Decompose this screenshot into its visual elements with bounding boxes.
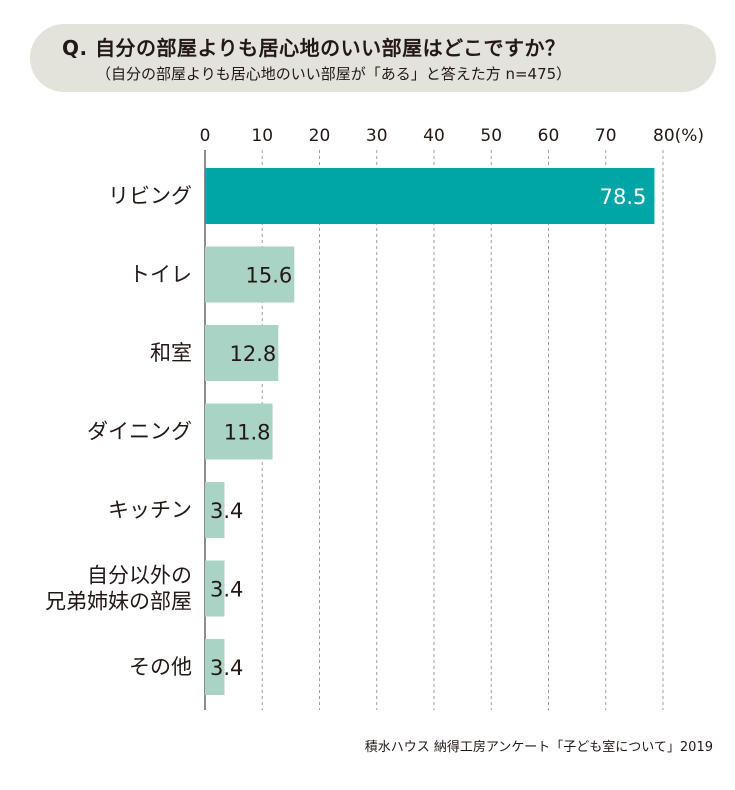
bar — [205, 325, 279, 381]
category-label: 兄弟姉妹の部屋 — [45, 590, 192, 614]
data-label: 78.5 — [600, 185, 647, 209]
bar — [205, 482, 225, 538]
question-banner — [30, 24, 716, 92]
data-label: 3.4 — [210, 499, 243, 523]
tick-label: 60 — [538, 126, 560, 146]
category-label: その他 — [129, 655, 192, 679]
tick-label: 50 — [480, 126, 502, 146]
bar — [205, 403, 273, 460]
category-label: 自分以外の — [87, 564, 192, 588]
category-label: リビング — [108, 184, 192, 208]
data-label: 11.8 — [224, 421, 271, 445]
tick-label: 20 — [309, 126, 331, 146]
data-label: 15.6 — [246, 264, 293, 288]
tick-label: 70 — [595, 126, 617, 146]
bar — [205, 168, 655, 224]
bar — [205, 560, 225, 617]
category-label: キッチン — [108, 498, 192, 522]
tick-label: 30 — [366, 126, 388, 146]
question-subtitle: （自分の部屋よりも居心地のいい部屋が「ある」と答えた方 n=475） — [96, 65, 572, 83]
question-title: Q. 自分の部屋よりも居心地のいい部屋はどこですか？ — [62, 36, 566, 60]
tick-label: 40 — [423, 126, 445, 146]
tick-label: 10 — [251, 126, 273, 146]
source-note: 積水ハウス 納得工房アンケート「子ども室について」2019 — [364, 740, 713, 755]
bar — [205, 639, 225, 695]
category-label: ダイニング — [87, 420, 192, 444]
data-label: 3.4 — [210, 578, 243, 602]
tick-label: 80(%) — [653, 126, 704, 146]
bar — [205, 246, 295, 303]
category-label: 和室 — [150, 341, 192, 365]
tick-label: 0 — [200, 126, 211, 146]
category-label: トイレ — [129, 263, 192, 287]
data-label: 3.4 — [210, 656, 243, 680]
data-label: 12.8 — [230, 342, 277, 366]
